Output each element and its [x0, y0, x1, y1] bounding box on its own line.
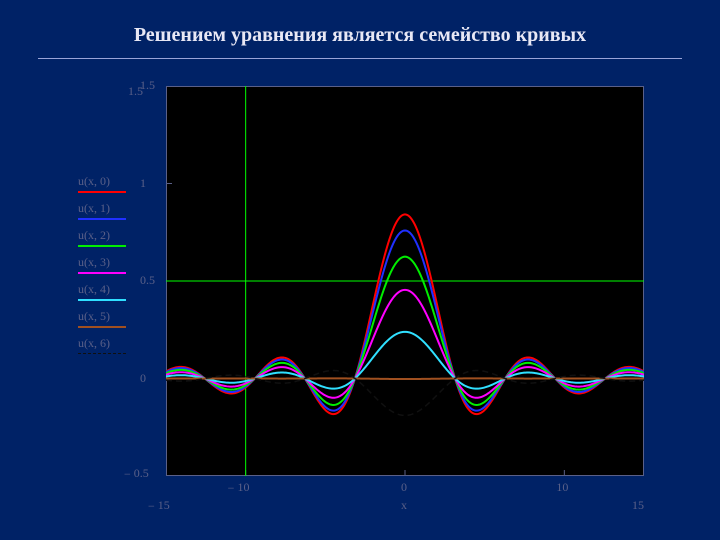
- title-bar: Решением уравнения является семейство кр…: [0, 24, 720, 47]
- title-underline: [38, 58, 682, 59]
- xlim-left-label: − 15: [148, 498, 170, 514]
- legend-swatch: [78, 353, 126, 354]
- legend-item: u(x, 5): [78, 309, 126, 328]
- legend-swatch: [78, 272, 126, 274]
- x-axis-title: x: [401, 498, 407, 513]
- slide: Решением уравнения является семейство кр…: [0, 0, 720, 540]
- legend-label: u(x, 4): [78, 282, 126, 297]
- page-title: Решением уравнения является семейство кр…: [134, 24, 586, 46]
- legend-swatch: [78, 326, 126, 328]
- legend-swatch: [78, 299, 126, 301]
- legend-item: u(x, 0): [78, 174, 126, 193]
- legend-item: u(x, 3): [78, 255, 126, 274]
- legend-label: u(x, 5): [78, 309, 126, 324]
- legend-swatch: [78, 245, 126, 247]
- y-tick: 0.5: [140, 273, 155, 288]
- x-tick: − 10: [228, 480, 250, 496]
- x-tick: 0: [401, 480, 407, 495]
- legend-item: u(x, 4): [78, 282, 126, 301]
- ylim-bottom-label: − 0.5: [124, 466, 149, 482]
- legend-label: u(x, 3): [78, 255, 126, 270]
- xlim-right-label: 15: [632, 498, 644, 513]
- legend-swatch: [78, 191, 126, 193]
- legend-label: u(x, 0): [78, 174, 126, 189]
- legend: u(x, 0) u(x, 1) u(x, 2) u(x, 3) u(x, 4) u(x, …: [78, 174, 126, 362]
- legend-item: u(x, 2): [78, 228, 126, 247]
- y-tick: 1: [140, 176, 146, 191]
- legend-label: u(x, 2): [78, 228, 126, 243]
- legend-label: u(x, 6): [78, 336, 126, 351]
- legend-item: u(x, 6): [78, 336, 126, 354]
- line-chart: [166, 86, 644, 476]
- legend-label: u(x, 1): [78, 201, 126, 216]
- y-tick: 1.5: [140, 78, 155, 93]
- y-tick: 0: [140, 371, 146, 386]
- x-tick: 10: [556, 480, 568, 495]
- legend-item: u(x, 1): [78, 201, 126, 220]
- legend-swatch: [78, 218, 126, 220]
